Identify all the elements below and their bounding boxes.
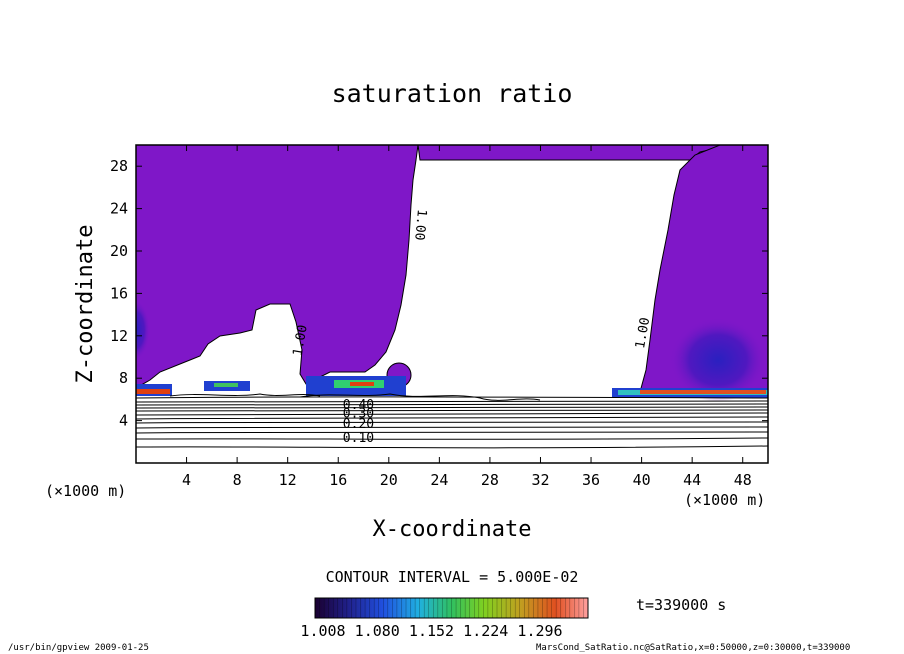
footer-right: MarsCond_SatRatio.nc@SatRatio,x=0:50000,…: [536, 643, 850, 653]
y-tick-label: 20: [110, 242, 128, 260]
x-tick-label: 16: [329, 471, 347, 489]
plot-area: 1.00 1.00 1.00 0.400.300.200.10: [136, 145, 768, 463]
field-cloud-top: [420, 145, 720, 152]
x-tick-label: 20: [380, 471, 398, 489]
contour-label: 0.20: [343, 417, 374, 432]
x-tick-label: 4: [182, 471, 191, 489]
contour-label: 0.40: [343, 398, 374, 413]
contour-label: 1.00: [291, 324, 311, 357]
contour-label-group: 1.00 1.00 1.00 0.400.300.200.10: [291, 209, 654, 446]
chart-title: saturation ratio: [332, 79, 573, 108]
x-unit-left: (×1000 m): [45, 482, 126, 500]
field-right-core: [670, 318, 766, 402]
x-tick-label: 28: [481, 471, 499, 489]
band-left-hot: [136, 389, 170, 394]
colorbar-label: 1.008: [300, 622, 345, 640]
x-tick-label: 32: [531, 471, 549, 489]
x-tick-label: 44: [683, 471, 701, 489]
x-tick-label: 36: [582, 471, 600, 489]
colorbar-label: 1.152: [409, 622, 454, 640]
footer-left: /usr/bin/gpview 2009-01-25: [8, 643, 149, 653]
colorbar-label: 1.080: [355, 622, 400, 640]
contour-interval: CONTOUR INTERVAL = 5.000E-02: [326, 568, 579, 586]
y-tick-label: 8: [119, 369, 128, 387]
band-right-hot: [640, 390, 766, 394]
x-tick-label: 48: [734, 471, 752, 489]
x-axis-label: X-coordinate: [373, 517, 532, 542]
contour-label: 0.30: [343, 406, 374, 421]
y-axis-label: Z-coordinate: [73, 225, 98, 384]
contour-label: 1.00: [633, 316, 653, 349]
y-tick-label: 16: [110, 284, 128, 302]
colorbar: [314, 597, 589, 619]
x-unit-right: (×1000 m): [684, 491, 765, 509]
y-tick-label: 28: [110, 157, 128, 175]
contour-label: 0.10: [343, 431, 374, 446]
plot-frame: [135, 144, 769, 464]
colorbar-labels: 1.008 1.080 1.152 1.224 1.296: [300, 622, 562, 640]
colorbar-label: 1.224: [463, 622, 508, 640]
x-tick-label: 12: [279, 471, 297, 489]
contour-label: 1.00: [411, 209, 429, 242]
x-tick-label: 8: [233, 471, 242, 489]
colorbar-label: 1.296: [517, 622, 562, 640]
field-left-edge: [136, 300, 150, 360]
y-tick-label: 24: [110, 200, 128, 218]
x-axis: 4 8 12 16 20 24 28 32 36 40 44 48: [182, 145, 752, 489]
field-left: [136, 145, 419, 389]
field-top: [417, 145, 721, 161]
y-axis: 4 8 12 16 20 24 28: [110, 157, 768, 430]
time-label: t=339000 s: [636, 596, 726, 614]
colorbar-stripes: [319, 598, 584, 618]
x-tick-label: 40: [633, 471, 651, 489]
y-tick-label: 12: [110, 327, 128, 345]
x-tick-label: 24: [430, 471, 448, 489]
y-tick-label: 4: [119, 412, 128, 430]
band-mid2-hot: [350, 382, 374, 386]
band-mid1-core: [214, 383, 238, 387]
